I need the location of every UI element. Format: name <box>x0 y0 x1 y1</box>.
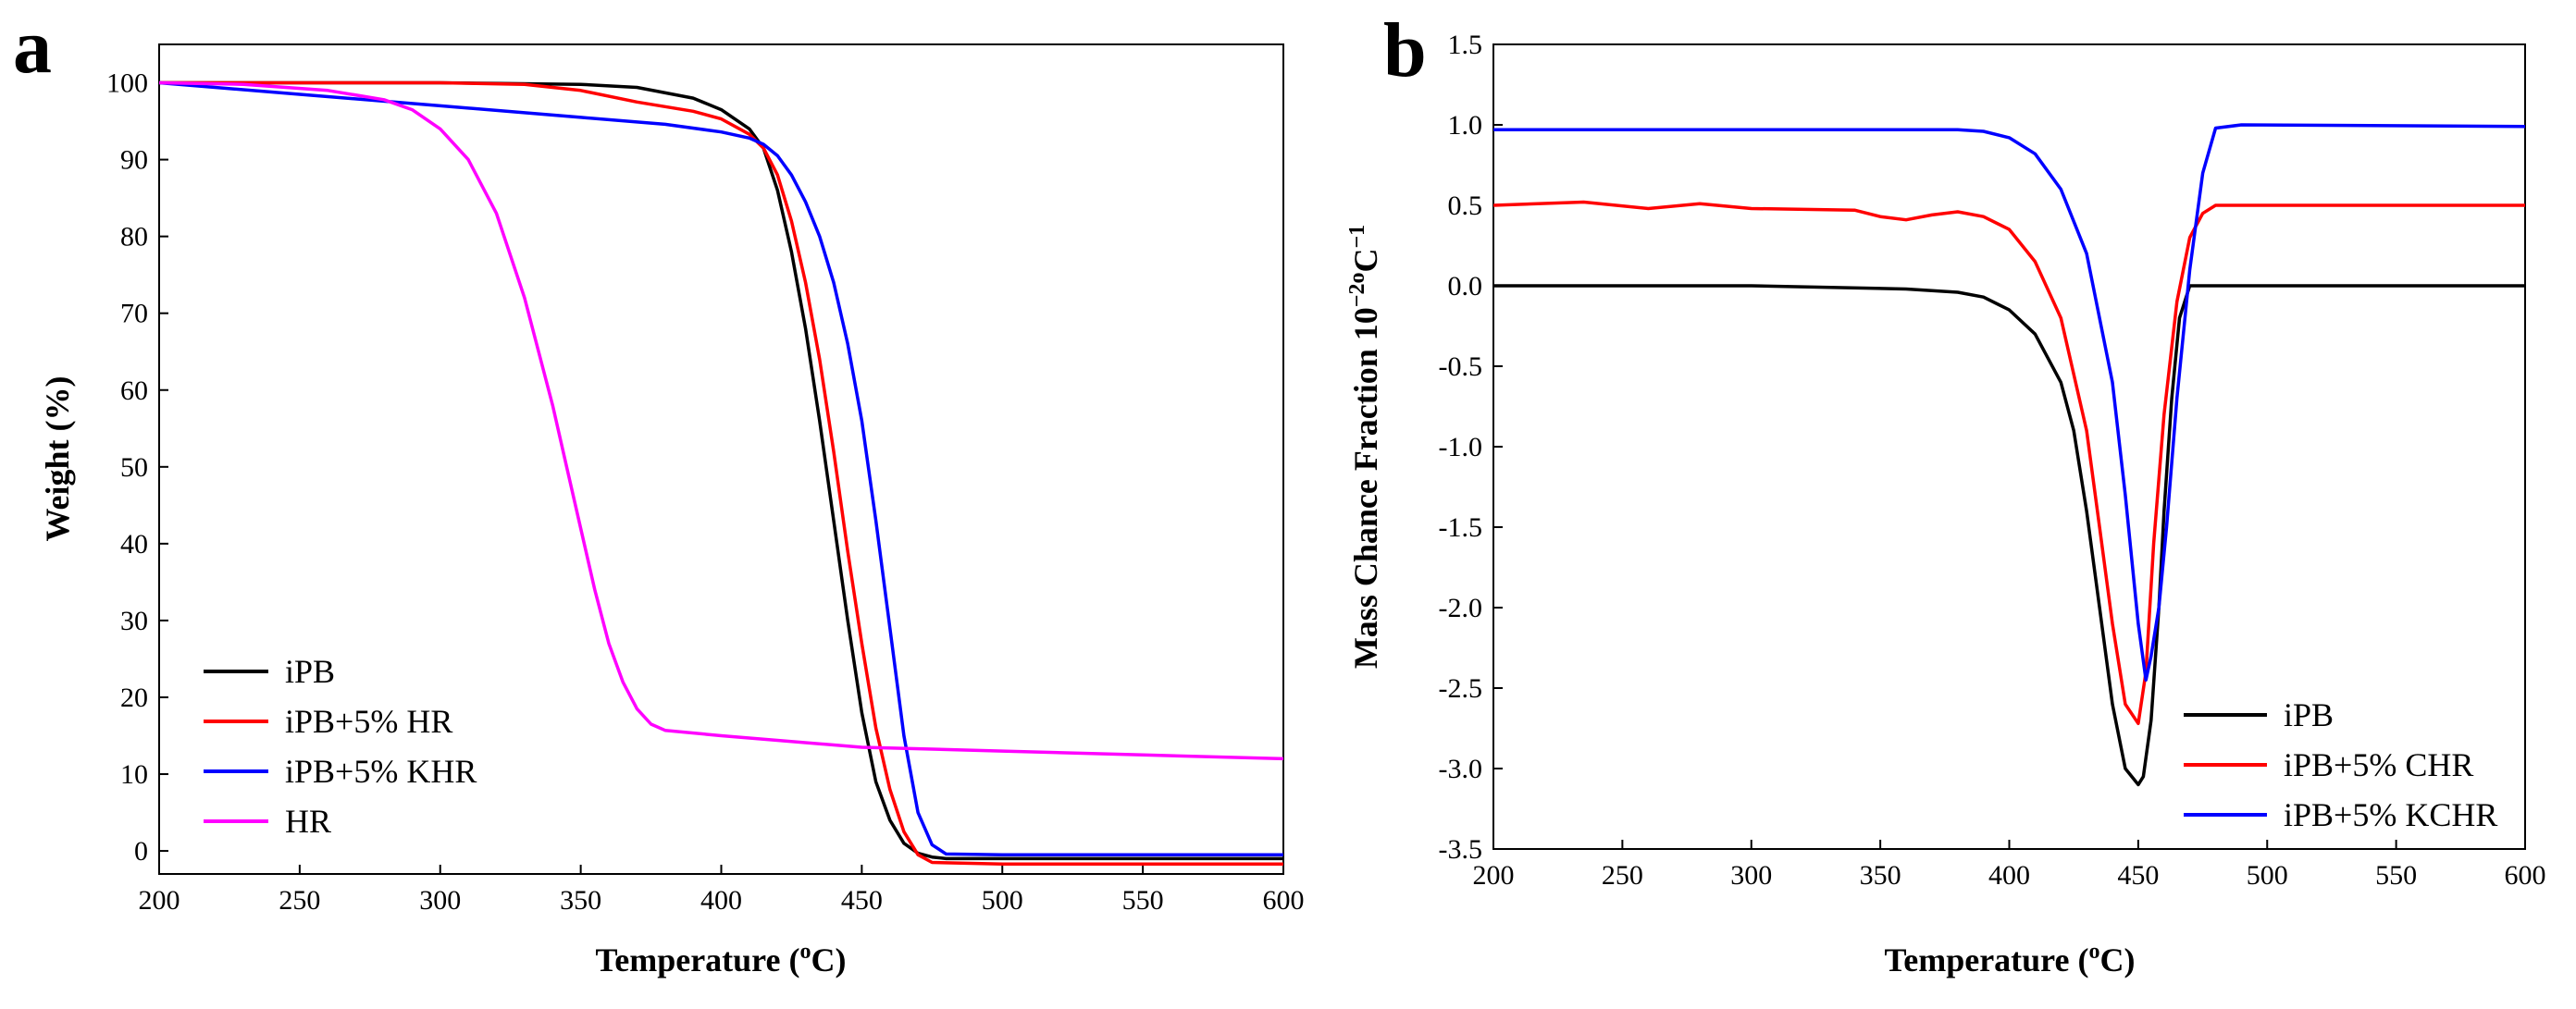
y-tick-label: 0.5 <box>1448 191 1483 221</box>
panel-b-label: b <box>1383 7 1427 93</box>
x-tick-label: 350 <box>560 885 601 916</box>
series-line-1 <box>1492 200 2525 726</box>
y-tick-label: 0 <box>134 836 148 867</box>
x-tick-label: 450 <box>2117 860 2159 891</box>
y-tick-label: 80 <box>120 222 148 252</box>
y-tick-label: -3.5 <box>1439 834 1483 865</box>
x-tick-label: 300 <box>1730 860 1772 891</box>
x-tick-label: 400 <box>1988 860 2030 891</box>
y-tick-label: 0.0 <box>1448 271 1483 301</box>
legend-label: iPB+5% KHR <box>285 753 477 790</box>
x-tick-label: 200 <box>139 885 180 916</box>
panel-b-y-ticks: 1.5 1.0 0.5 0.0 -0.5 -1.0 -1.5 -2.0 -2.5 -3.0 -3.5 <box>1439 30 1503 865</box>
panel-a-x-axis-title: Temperature (oC) <box>596 940 847 978</box>
x-tick-label: 250 <box>1602 860 1643 891</box>
panel-b-series-lines <box>1492 123 2526 787</box>
panel-a-y-axis-title: Weight (%) <box>39 376 76 542</box>
y-tick-label: 60 <box>120 375 148 406</box>
panel-b-y-axis-title: Mass Chance Fraction 10−2oC−1 <box>1345 225 1384 669</box>
panel-b-plot-frame <box>1492 43 2526 850</box>
y-tick-label: 70 <box>120 299 148 329</box>
x-tick-label: 200 <box>1473 860 1515 891</box>
y-tick-label: 40 <box>120 529 148 560</box>
x-tick-label: 500 <box>982 885 1023 916</box>
legend-label: HR <box>285 803 331 840</box>
y-tick-label: -2.0 <box>1439 593 1483 623</box>
y-tick-label: 50 <box>120 452 148 483</box>
x-tick-label: 300 <box>419 885 461 916</box>
legend-label: iPB <box>285 653 335 690</box>
x-tick-label: 600 <box>2505 860 2546 891</box>
panel-a-series-lines <box>158 80 1284 866</box>
panel-a: a 0 10 20 30 40 50 60 70 80 90 100 200 250 300 350 400… <box>13 4 1305 978</box>
y-tick-label: -3.0 <box>1439 754 1483 784</box>
panel-b: b 1.5 1.0 0.5 0.0 -0.5 -1.0 -1.5 -2.0 -2.5 -3.0 -3… <box>1345 7 2546 978</box>
x-tick-label: 550 <box>2375 860 2417 891</box>
legend-label: iPB+5% HR <box>285 703 452 740</box>
x-tick-label: 250 <box>279 885 320 916</box>
series-line-1 <box>159 80 1283 866</box>
series-line-0 <box>159 80 1283 861</box>
legend-label: iPB <box>2284 696 2334 733</box>
legend-label: iPB+5% CHR <box>2284 746 2473 783</box>
y-tick-label: 30 <box>120 606 148 636</box>
panel-b-legend: iPB iPB+5% CHR iPB+5% KCHR <box>2184 696 2497 833</box>
y-tick-label: -0.5 <box>1439 351 1483 382</box>
panel-b-x-ticks: 200 250 300 350 400 450 500 550 600 <box>1473 840 2546 891</box>
y-tick-label: 1.0 <box>1448 110 1483 141</box>
panel-a-legend: iPB iPB+5% HR iPB+5% KHR HR <box>204 653 477 840</box>
y-tick-label: -1.0 <box>1439 432 1483 462</box>
panel-a-label: a <box>13 4 52 90</box>
x-tick-label: 400 <box>700 885 742 916</box>
x-tick-label: 550 <box>1122 885 1164 916</box>
y-tick-label: 1.5 <box>1448 30 1483 60</box>
x-tick-label: 600 <box>1263 885 1305 916</box>
series-line-3 <box>158 80 1284 761</box>
legend-label: iPB+5% KCHR <box>2284 796 2497 833</box>
x-tick-label: 350 <box>1860 860 1901 891</box>
series-line-2 <box>158 80 1283 856</box>
y-tick-label: 100 <box>106 68 148 99</box>
y-tick-label: 20 <box>120 683 148 713</box>
x-tick-label: 500 <box>2247 860 2288 891</box>
series-line-2 <box>1493 123 2526 683</box>
x-tick-label: 450 <box>841 885 883 916</box>
panel-b-x-axis-title: Temperature (oC) <box>1885 940 2136 978</box>
panel-a-y-ticks: 0 10 20 30 40 50 60 70 80 90 100 <box>106 68 168 867</box>
y-tick-label: -2.5 <box>1439 673 1483 704</box>
panel-a-x-ticks: 200 250 300 350 400 450 500 550 600 <box>139 865 1305 916</box>
series-line-0 <box>1493 284 2525 787</box>
y-tick-label: -1.5 <box>1439 512 1483 543</box>
y-tick-label: 10 <box>120 759 148 790</box>
y-tick-label: 90 <box>120 145 148 176</box>
panel-a-plot-frame <box>158 43 1284 875</box>
